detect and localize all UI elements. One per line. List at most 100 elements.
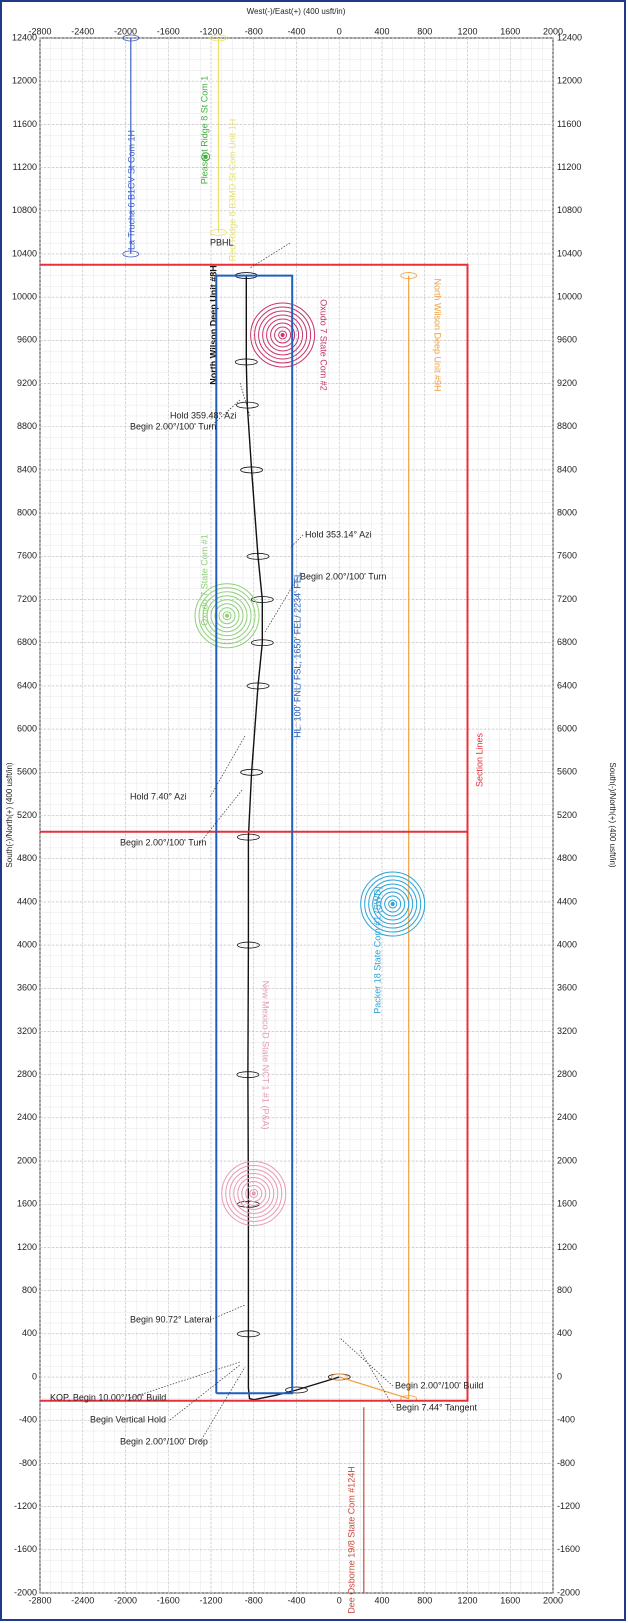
- ring: [229, 1168, 279, 1218]
- uncertainty-ellipse: [122, 34, 140, 42]
- ring: [218, 607, 236, 625]
- uncertainty-ellipse: [236, 1071, 260, 1079]
- well-point: [280, 332, 285, 337]
- y-tick-label: 0: [557, 1371, 562, 1381]
- y-tick-label: 2000: [17, 1155, 37, 1165]
- uncertainty-ellipse: [237, 941, 260, 949]
- annotation: PBHL: [210, 237, 234, 247]
- uncertainty-ellipse: [210, 34, 227, 42]
- ring: [364, 875, 422, 933]
- series-label: Oxudo 7 State Com #1: [199, 534, 209, 626]
- y-tick-label: 5200: [557, 810, 577, 820]
- y-tick-label: -400: [557, 1415, 575, 1425]
- ring: [266, 318, 300, 352]
- x-tick-label: -2800: [28, 26, 51, 36]
- y-tick-label: 6800: [17, 637, 37, 647]
- y-tick-label: -2000: [557, 1587, 580, 1597]
- uncertainty-ellipse: [240, 768, 264, 776]
- y-tick-label: 9600: [17, 335, 37, 345]
- y-tick-label: -400: [19, 1415, 37, 1425]
- annotation-leader: [209, 1304, 246, 1321]
- ring: [380, 891, 406, 917]
- ring: [206, 595, 248, 637]
- x-tick-label: -2400: [71, 26, 94, 36]
- uncertainty-ellipse: [237, 1330, 260, 1338]
- y-tick-label: 6000: [557, 723, 577, 733]
- y-tick-label: 6400: [557, 680, 577, 690]
- annotation: Hold 353.14° Azi: [305, 529, 372, 539]
- ring: [384, 895, 402, 913]
- ring: [221, 1160, 287, 1226]
- annotation: Begin Vertical Hold: [90, 1414, 166, 1424]
- y-tick-label: 4800: [17, 853, 37, 863]
- series-line: [40, 263, 469, 1402]
- y-tick-label: 12000: [557, 76, 582, 86]
- y-tick-label: 10400: [12, 248, 37, 258]
- y-tick-label: 8400: [557, 464, 577, 474]
- y-tick-label: 1200: [557, 1242, 577, 1252]
- annotation-leader: [129, 1361, 241, 1399]
- y-tick-label: 4400: [17, 896, 37, 906]
- series-label: Packer 18 State Com #1 (SWD): [372, 886, 382, 1014]
- x-tick-label: 1200: [457, 26, 477, 36]
- y-tick-label: 4800: [557, 853, 577, 863]
- y-tick-label: 11200: [557, 162, 581, 172]
- y-tick-label: -2000: [14, 1587, 37, 1597]
- ring: [201, 152, 211, 162]
- ring: [372, 883, 414, 925]
- x-tick-label: -1200: [199, 1595, 222, 1605]
- ring: [278, 330, 288, 340]
- y-tick-label: 11600: [13, 119, 37, 129]
- y-axis-label: South(-)/North(+) (400 usft/in): [5, 762, 14, 867]
- x-tick-label: 0: [337, 1595, 342, 1605]
- y-tick-label: 2800: [17, 1069, 37, 1079]
- ring: [249, 1188, 259, 1198]
- y-tick-label: 11200: [13, 162, 37, 172]
- series-label: HL: 100' FNL/ FSL; 1650' FEL/ 2234' FEL: [292, 572, 302, 738]
- y-tick-label: 800: [557, 1285, 572, 1295]
- y-tick-label: 3200: [557, 1026, 577, 1036]
- x-tick-label: 1600: [500, 1595, 520, 1605]
- annotation: Begin 90.72° Lateral: [130, 1314, 212, 1324]
- y-tick-label: 6000: [17, 723, 37, 733]
- ring: [210, 599, 244, 633]
- well-point: [251, 1191, 256, 1196]
- y-tick-label: 8000: [17, 508, 37, 518]
- x-tick-label: 800: [417, 1595, 432, 1605]
- y-tick-label: 9200: [17, 378, 37, 388]
- y-tick-label: 800: [22, 1285, 37, 1295]
- y-tick-label: 3200: [17, 1026, 37, 1036]
- uncertainty-ellipse: [400, 272, 418, 279]
- x-tick-label: -1600: [157, 26, 180, 36]
- uncertainty-ellipse: [246, 552, 270, 560]
- series-label: Red Ridge 8 B3MD St Com Unit 1H: [227, 119, 237, 262]
- x-tick-label: -1600: [157, 1595, 180, 1605]
- y-tick-label: 400: [22, 1328, 37, 1338]
- annotation: Hold 359.48° Azi: [170, 410, 237, 420]
- y-tick-label: 5200: [17, 810, 37, 820]
- y-tick-label: 10000: [557, 292, 582, 302]
- x-tick-label: 0: [337, 26, 342, 36]
- ring: [198, 587, 256, 645]
- y-tick-label: 10000: [12, 292, 37, 302]
- y-tick-label: 3600: [557, 983, 577, 993]
- uncertainty-ellipse: [246, 682, 270, 690]
- y-tick-label: 2000: [557, 1155, 577, 1165]
- y-tick-label: 12400: [12, 32, 37, 42]
- y-tick-label: 11600: [557, 119, 581, 129]
- x-tick-label: 2000: [543, 26, 563, 36]
- annotation-leader: [249, 242, 291, 269]
- x-axis-label: West(-)/East(+) (400 usft/in): [247, 7, 346, 16]
- series-label: North Wilson Deep Unit #9H: [433, 278, 443, 391]
- x-tick-label: -2400: [71, 1595, 94, 1605]
- y-tick-label: 400: [557, 1328, 572, 1338]
- x-tick-label: -400: [287, 26, 305, 36]
- y-tick-label: 2400: [557, 1112, 577, 1122]
- x-tick-label: 400: [374, 1595, 389, 1605]
- y-tick-label: 4000: [17, 939, 37, 949]
- y-tick-label: 6400: [17, 680, 37, 690]
- y-tick-label: 9600: [557, 335, 577, 345]
- uncertainty-ellipse: [240, 466, 264, 474]
- y-tick-label: 8400: [17, 464, 37, 474]
- y-tick-label: 8000: [557, 508, 577, 518]
